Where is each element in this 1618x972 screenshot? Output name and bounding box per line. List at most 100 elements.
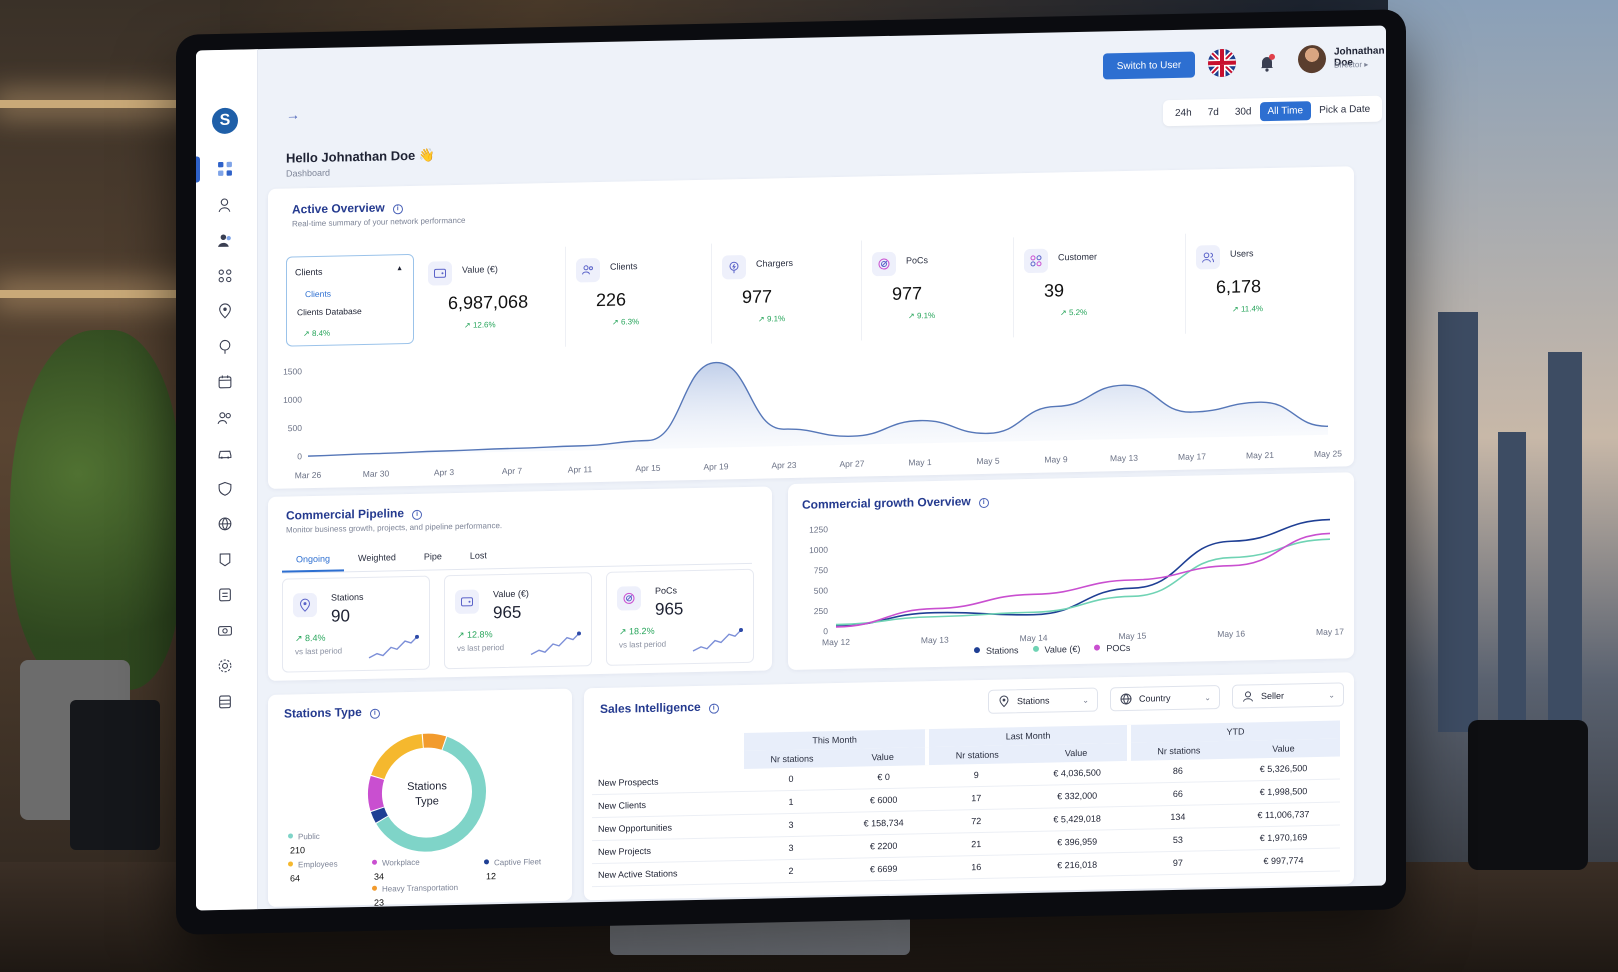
pipeline-metric-card[interactable]: Value (€) 965 ↗ 12.8% vs last period [444, 572, 592, 670]
trend-up-icon: ↗ [464, 320, 473, 330]
metric-label: Value (€) [493, 588, 529, 600]
sidebar-item-wallet[interactable] [214, 619, 236, 641]
kpi-delta: ↗ 11.4% [1232, 304, 1264, 314]
sidebar-item-badge[interactable] [214, 548, 236, 570]
kpi-value: 6,178 [1216, 276, 1262, 298]
trend-up-icon: ↗ [908, 311, 917, 321]
trend-up-icon: ↗ [303, 329, 312, 339]
users-icon [582, 265, 593, 275]
x-tick-label: May 5 [976, 456, 999, 466]
table-cell: 2 [742, 858, 841, 884]
time-filter-0[interactable]: 24h [1175, 107, 1192, 119]
sidebar-item-network[interactable] [214, 264, 236, 286]
sidebar-item-calendar[interactable] [214, 371, 236, 393]
info-icon[interactable]: i [369, 708, 380, 719]
table-cell: 1 [742, 789, 841, 815]
dropdown-option-clients-database[interactable]: Clients Database [297, 305, 362, 318]
kpi-card[interactable]: Clients 226 ↗ 6.3% [566, 243, 712, 347]
shield-icon [218, 481, 232, 496]
caret-up-icon[interactable]: ▲ [396, 265, 403, 273]
info-icon[interactable]: i [708, 703, 719, 714]
series-line-pocs [835, 532, 1331, 628]
charger-icon [729, 261, 739, 274]
table-cell: € 216,018 [1025, 852, 1129, 878]
time-filter-2[interactable]: 30d [1234, 105, 1252, 118]
x-tick-label: Apr 23 [771, 460, 796, 471]
commercial-pipeline-header: Commercial Pipeline i Monitor business gr… [286, 504, 502, 534]
table-cell: 9 [927, 763, 1026, 788]
dropdown-option-clients[interactable]: Clients [305, 288, 331, 300]
active-overview-title: Active Overview [292, 200, 385, 217]
avatar[interactable] [1298, 44, 1326, 74]
stations-filter-select[interactable]: Stations ⌄ [988, 687, 1098, 714]
info-icon[interactable]: i [392, 204, 403, 215]
tab-ongoing[interactable]: Ongoing [282, 547, 345, 573]
x-tick-label: May 13 [921, 635, 949, 646]
table-cell: 3 [742, 835, 841, 861]
pipeline-metric-card[interactable]: PoCs 965 ↗ 18.2% vs last period [606, 568, 754, 666]
clients-dropdown[interactable]: Clients ▲ Clients Clients Database ↗ 8.4… [286, 253, 414, 347]
database-icon [219, 694, 231, 708]
time-filter-1[interactable]: 7d [1207, 106, 1219, 118]
tab-lost[interactable]: Lost [469, 550, 487, 561]
seller-filter-select[interactable]: Seller ⌄ [1232, 682, 1344, 709]
document-icon [219, 588, 231, 602]
x-tick-label: Apr 7 [502, 466, 523, 476]
sidebar-item-users[interactable] [214, 229, 236, 251]
pipeline-metric-card[interactable]: Stations 90 ↗ 8.4% vs last period [282, 575, 430, 673]
sidebar-item-gear[interactable] [214, 655, 236, 677]
dropdown-selected[interactable]: Clients [295, 266, 323, 278]
sidebar-item-database[interactable] [214, 690, 236, 712]
sidebar-item-charger-pin[interactable] [214, 335, 236, 357]
bell-icon[interactable] [1256, 52, 1278, 74]
legend-item[interactable]: Stations [974, 645, 1019, 656]
y-tick-label: 1000 [809, 545, 828, 555]
kpi-card[interactable]: Users 6,178 ↗ 11.4% [1186, 230, 1346, 333]
metric-label: PoCs [655, 585, 678, 596]
tab-pipe[interactable]: Pipe [423, 551, 442, 562]
time-filter-4[interactable]: Pick a Date [1319, 103, 1371, 116]
row-label: New Active Stations [592, 860, 742, 887]
expand-sidebar-icon[interactable]: → [286, 106, 300, 123]
legend-swatch [1094, 644, 1101, 651]
sidebar-item-globe[interactable] [214, 513, 236, 535]
switch-to-user-button[interactable]: Switch to User [1103, 51, 1195, 80]
sidebar-item-location-pin[interactable] [214, 300, 236, 322]
sidebar-item-document[interactable] [214, 584, 236, 606]
kpi-card[interactable]: PoCs 977 ↗ 9.1% [862, 237, 1014, 341]
legend-item[interactable]: Value (€) [1032, 644, 1080, 655]
globe-icon [1120, 693, 1132, 705]
tab-weighted[interactable]: Weighted [358, 552, 396, 564]
kpi-card[interactable]: Chargers 977 ↗ 9.1% [712, 240, 862, 344]
user-role: Director ▸ [1334, 59, 1369, 70]
caret-right-icon: ▸ [1364, 59, 1369, 69]
table-cell: € 6699 [840, 856, 928, 882]
donut-legend-value: 64 [290, 873, 301, 884]
commercial-growth-title: Commercial growth Overview [802, 494, 971, 512]
table-cell: € 11,006,737 [1226, 802, 1340, 828]
sidebar-item-team[interactable] [214, 406, 236, 428]
uk-flag-icon[interactable] [1208, 48, 1236, 78]
gear-icon [218, 659, 232, 673]
sidebar-item-dashboard[interactable] [214, 158, 236, 180]
app-logo[interactable]: S [212, 107, 238, 135]
users-icon [218, 234, 231, 247]
time-filter-3[interactable]: All Time [1259, 100, 1312, 121]
kpi-card[interactable]: Customer 39 ↗ 5.2% [1014, 233, 1186, 338]
y-tick-label: 500 [288, 423, 302, 433]
table-cell: € 1,998,500 [1226, 779, 1340, 805]
metric-icon-wrap [293, 592, 317, 618]
info-icon[interactable]: i [978, 497, 989, 509]
info-icon[interactable]: i [412, 509, 423, 520]
table-subheader: Nr stations [927, 745, 1026, 766]
kpi-card[interactable]: Value (€) 6,987,068 ↗ 12.6% [418, 246, 566, 350]
metric-delta: ↗ 12.8% [457, 629, 493, 640]
sidebar-item-car[interactable] [214, 442, 236, 464]
stations-type-card: Stations Type i Stations Type Public 210 Em… [268, 688, 572, 908]
legend-swatch [372, 885, 377, 891]
country-filter-select[interactable]: Country ⌄ [1110, 685, 1220, 712]
sidebar-item-user-settings[interactable] [214, 193, 236, 215]
legend-item[interactable]: POCs [1094, 643, 1130, 654]
sidebar-item-shield[interactable] [214, 477, 236, 499]
activity-area-chart: 0 500 1000 1500 Mar 26 Mar 30 Apr 3 Apr 7 Apr 11… [283, 361, 1342, 480]
